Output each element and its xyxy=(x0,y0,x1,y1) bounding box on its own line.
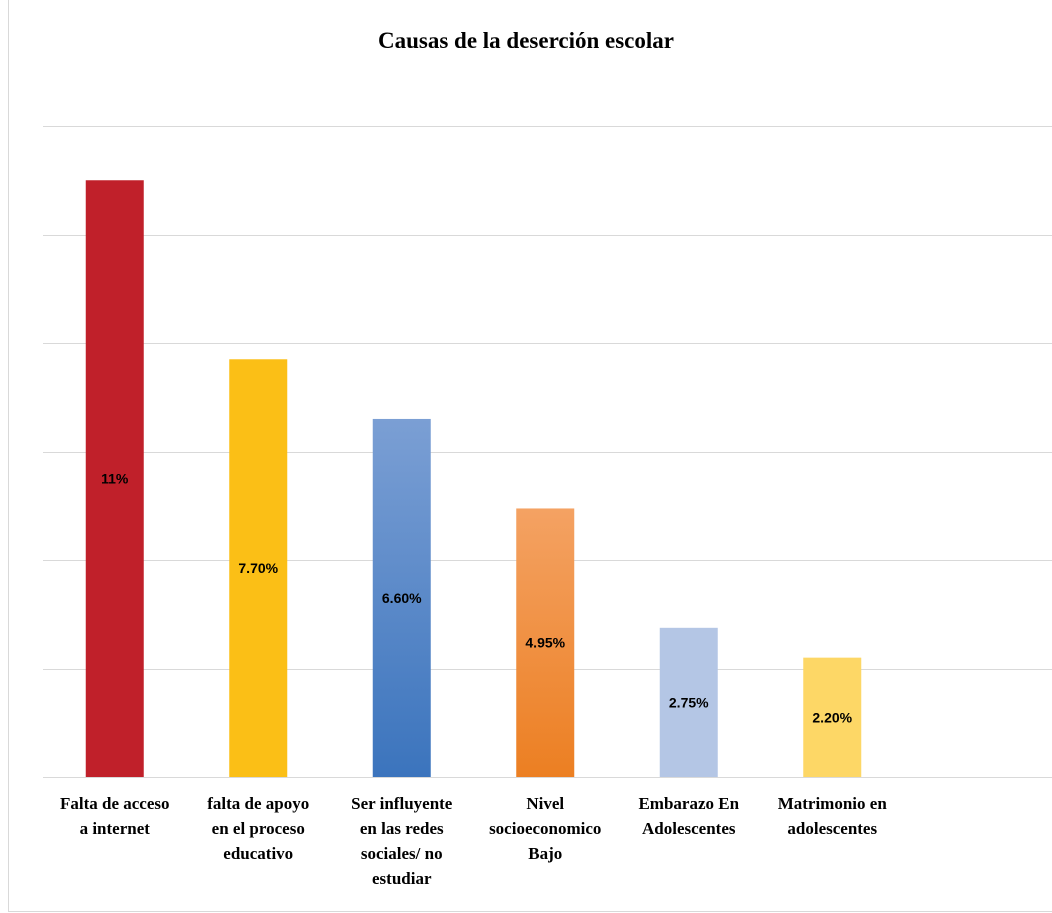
bar-3 xyxy=(372,418,431,777)
bars xyxy=(85,180,862,777)
value-label-5: 2.75% xyxy=(669,694,709,710)
category-label-line: socioeconomico xyxy=(489,819,601,838)
bar-4 xyxy=(516,508,575,777)
category-label-line: falta de apoyo xyxy=(207,794,309,813)
category-label-line: sociales/ no xyxy=(361,844,443,863)
category-label-line: Ser influyente xyxy=(351,794,453,813)
chart-frame xyxy=(8,0,1052,912)
category-label-line: Nivel xyxy=(526,794,564,813)
value-label-1: 11% xyxy=(101,471,129,487)
value-label-6: 2.20% xyxy=(812,709,852,725)
value-label-2: 7.70% xyxy=(238,560,278,576)
category-label-line: Bajo xyxy=(528,844,562,863)
category-label-line: adolescentes xyxy=(787,819,877,838)
category-label-5: Embarazo En Adolescentes xyxy=(638,794,739,838)
value-label-3: 6.60% xyxy=(382,590,422,606)
category-label-6: Matrimonio en adolescentes xyxy=(778,794,888,838)
bar-5 xyxy=(659,627,718,777)
bar-2 xyxy=(229,359,288,777)
bar-6 xyxy=(803,657,862,777)
category-label-line: Matrimonio en xyxy=(778,794,888,813)
category-label-line: en el proceso xyxy=(212,819,305,838)
category-label-line: a internet xyxy=(80,819,151,838)
category-label-line: estudiar xyxy=(372,869,432,888)
category-label-line: Falta de acceso xyxy=(60,794,170,813)
category-label-4: Nivel socioeconomico Bajo xyxy=(489,794,601,863)
category-labels: Falta de acceso a internet falta de apoyo e… xyxy=(60,794,887,888)
chart-title: Causas de la deserción escolar xyxy=(377,28,674,53)
category-label-3: Ser influyente en las redes sociales/ no es… xyxy=(351,794,453,888)
value-labels: 11% 7.70% 6.60% 4.95% 2.75% 2.20% xyxy=(101,471,853,726)
category-label-line: Embarazo En xyxy=(638,794,739,813)
category-label-2: falta de apoyo en el proceso educativo xyxy=(207,794,309,863)
category-label-line: educativo xyxy=(223,844,293,863)
category-label-line: Adolescentes xyxy=(642,819,736,838)
category-label-1: Falta de acceso a internet xyxy=(60,794,170,838)
bar-1 xyxy=(85,180,144,777)
category-label-line: en las redes xyxy=(360,819,444,838)
value-label-4: 4.95% xyxy=(525,635,565,651)
